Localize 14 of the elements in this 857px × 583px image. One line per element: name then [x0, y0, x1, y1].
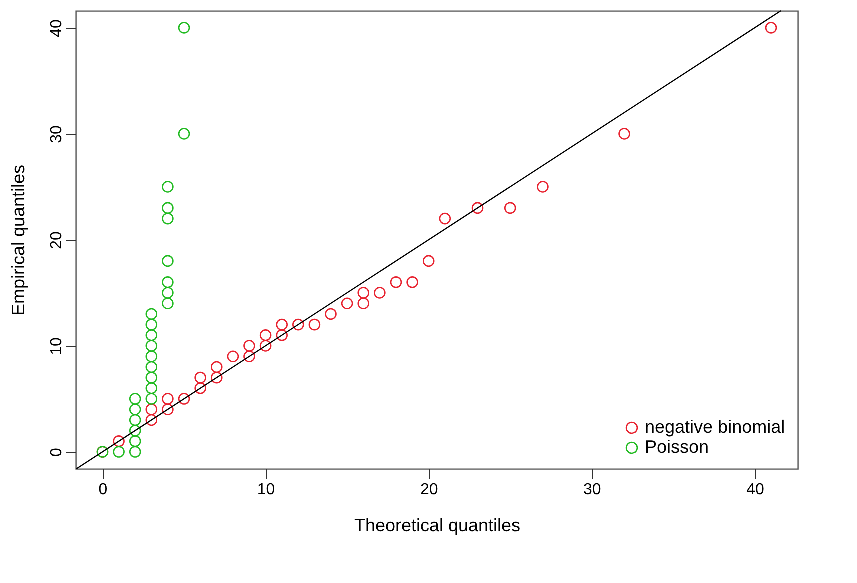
y-tick-label: 20 — [48, 232, 66, 250]
x-tick-label: 0 — [98, 482, 108, 498]
y-axis-title: Empirical quantiles — [8, 164, 28, 316]
y-tick-label: 10 — [48, 338, 66, 356]
legend-label: Poisson — [645, 437, 710, 457]
y-tick-label: 30 — [48, 125, 66, 144]
x-axis-title: Theoretical quantiles — [354, 516, 521, 536]
legend-label: negative binomial — [645, 417, 786, 437]
y-tick-label: 40 — [48, 19, 66, 38]
x-tick-label: 30 — [584, 482, 602, 498]
x-tick-label: 40 — [746, 482, 764, 498]
y-tick-label: 0 — [48, 448, 66, 457]
x-tick-label: 10 — [257, 482, 276, 498]
x-tick-label: 20 — [420, 482, 438, 498]
